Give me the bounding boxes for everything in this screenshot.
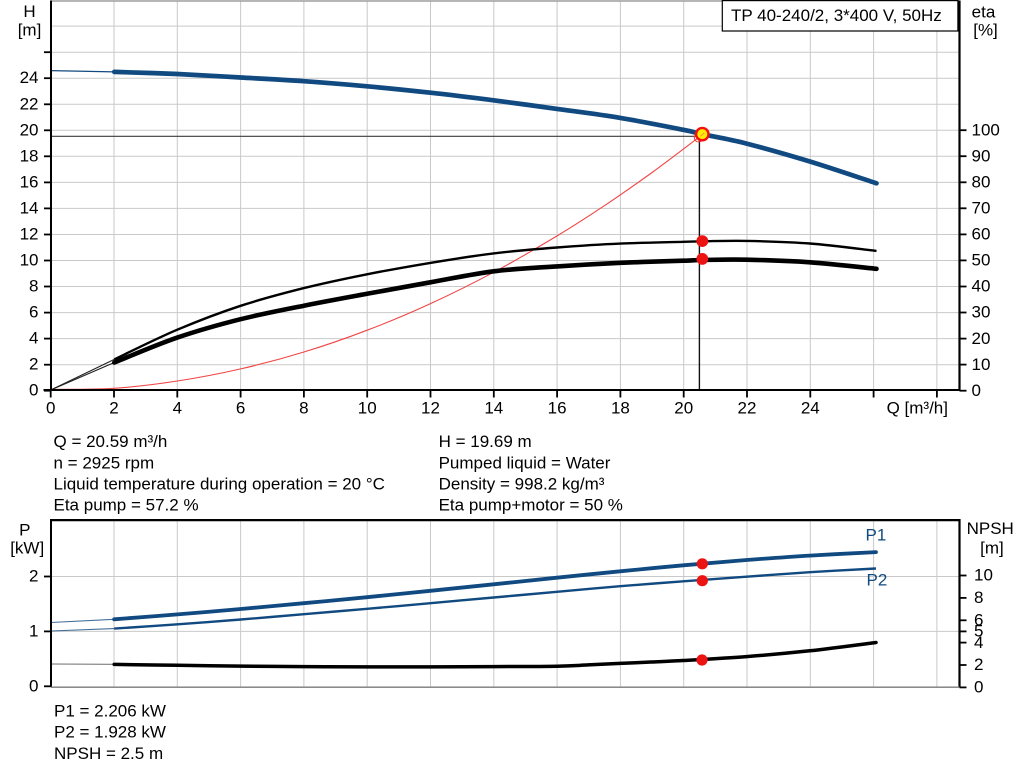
svg-text:H = 19.69 m: H = 19.69 m (439, 432, 532, 451)
svg-text:0: 0 (974, 678, 983, 697)
svg-text:P: P (19, 521, 30, 540)
svg-text:P1 = 2.206 kW: P1 = 2.206 kW (54, 702, 166, 721)
svg-text:8: 8 (29, 277, 38, 296)
svg-text:100: 100 (972, 120, 1000, 139)
svg-text:20: 20 (20, 120, 39, 139)
svg-text:4: 4 (173, 398, 182, 417)
svg-text:Q [m³/h]: Q [m³/h] (887, 398, 948, 417)
svg-text:24: 24 (801, 398, 820, 417)
svg-text:6: 6 (974, 611, 983, 630)
svg-text:Q = 20.59 m³/h: Q = 20.59 m³/h (54, 432, 168, 451)
svg-text:2: 2 (29, 355, 38, 374)
svg-text:[m]: [m] (980, 539, 1004, 558)
svg-text:14: 14 (20, 198, 39, 217)
svg-text:90: 90 (972, 146, 991, 165)
svg-text:18: 18 (20, 146, 39, 165)
svg-text:8: 8 (974, 588, 983, 607)
svg-text:0: 0 (972, 381, 981, 400)
svg-text:8: 8 (299, 398, 308, 417)
svg-text:4: 4 (974, 633, 983, 652)
svg-text:Pumped liquid = Water: Pumped liquid = Water (439, 453, 611, 472)
svg-text:0: 0 (46, 398, 55, 417)
svg-text:12: 12 (20, 225, 39, 244)
svg-text:NPSH: NPSH (967, 519, 1014, 538)
svg-text:0: 0 (29, 677, 38, 696)
svg-text:40: 40 (972, 277, 991, 296)
svg-text:16: 16 (20, 172, 39, 191)
svg-text:22: 22 (738, 398, 757, 417)
svg-text:2: 2 (974, 655, 983, 674)
svg-text:6: 6 (236, 398, 245, 417)
svg-text:5: 5 (974, 622, 983, 641)
svg-text:0: 0 (29, 381, 38, 400)
svg-text:P1: P1 (866, 526, 887, 545)
svg-text:80: 80 (972, 173, 991, 192)
svg-text:20: 20 (674, 398, 693, 417)
svg-text:[kW]: [kW] (10, 538, 44, 557)
svg-text:14: 14 (484, 398, 503, 417)
svg-text:10: 10 (20, 251, 39, 270)
svg-text:16: 16 (548, 398, 567, 417)
svg-text:1: 1 (29, 622, 38, 641)
svg-text:eta: eta (972, 2, 996, 21)
svg-text:18: 18 (611, 398, 630, 417)
svg-text:24: 24 (20, 68, 39, 87)
svg-text:Eta pump = 57.2 %: Eta pump = 57.2 % (54, 496, 199, 515)
svg-text:Liquid temperature during oper: Liquid temperature during operation = 20… (54, 474, 385, 493)
svg-text:70: 70 (972, 199, 991, 218)
svg-text:P2 = 1.928 kW: P2 = 1.928 kW (54, 723, 166, 742)
svg-text:4: 4 (29, 329, 38, 348)
svg-text:TP 40-240/2, 3*400 V, 50Hz: TP 40-240/2, 3*400 V, 50Hz (731, 6, 942, 25)
svg-text:H: H (23, 2, 35, 21)
svg-text:2: 2 (29, 567, 38, 586)
svg-text:50: 50 (972, 251, 991, 270)
svg-text:12: 12 (421, 398, 440, 417)
svg-text:Eta pump+motor = 50 %: Eta pump+motor = 50 % (439, 496, 623, 515)
svg-text:Density = 998.2 kg/m³: Density = 998.2 kg/m³ (439, 474, 605, 493)
svg-text:60: 60 (972, 225, 991, 244)
svg-text:10: 10 (974, 566, 993, 585)
svg-text:n = 2925 rpm: n = 2925 rpm (54, 453, 155, 472)
svg-text:[%]: [%] (973, 20, 998, 39)
svg-text:P2: P2 (867, 571, 888, 590)
svg-text:6: 6 (29, 303, 38, 322)
svg-text:10: 10 (358, 398, 377, 417)
svg-text:[m]: [m] (18, 20, 42, 39)
svg-text:20: 20 (972, 329, 991, 348)
svg-text:30: 30 (972, 303, 991, 322)
svg-text:NPSH = 2.5 m: NPSH = 2.5 m (54, 744, 163, 763)
svg-text:2: 2 (109, 398, 118, 417)
svg-text:10: 10 (972, 355, 991, 374)
svg-text:22: 22 (20, 94, 39, 113)
